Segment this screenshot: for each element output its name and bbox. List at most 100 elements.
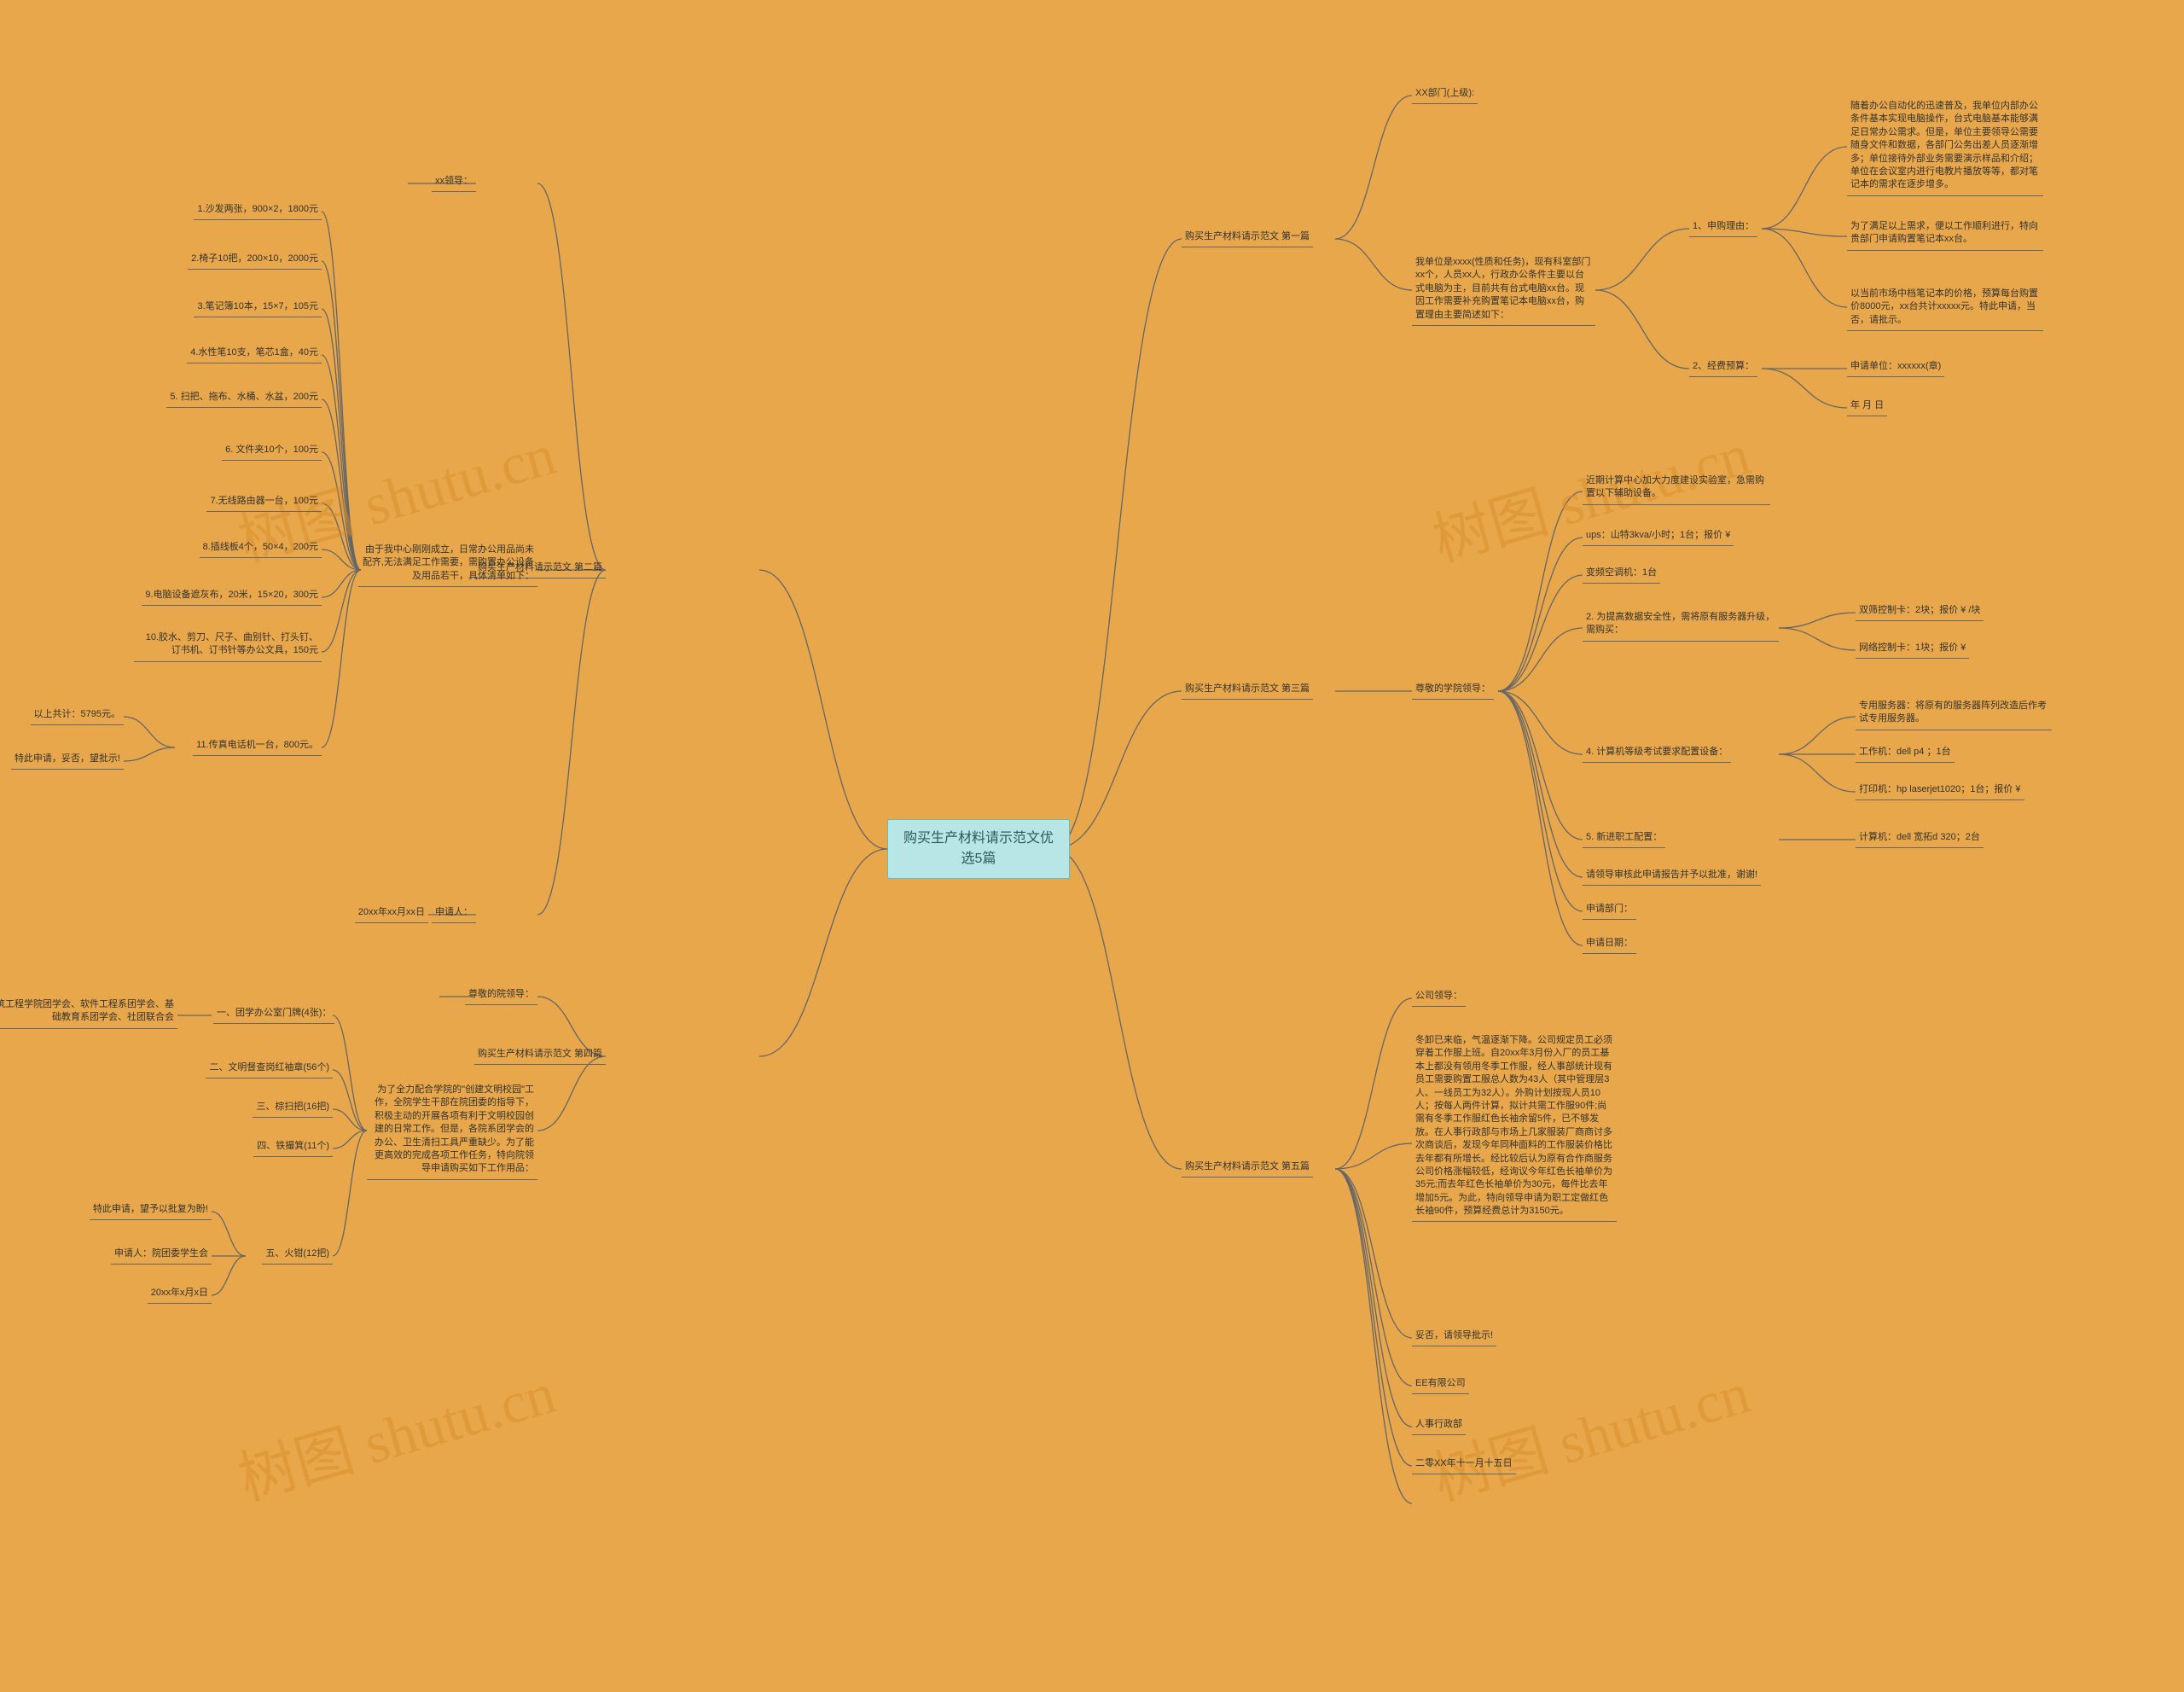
node-label: 5. 扫把、拖布、水桶、水盆，200元 — [166, 389, 322, 408]
node-h4: 4.水性笔10支，笔芯1盒，40元 — [160, 345, 322, 363]
node-a6: 5. 新进职工配置： — [1583, 829, 1676, 848]
edge — [322, 452, 361, 570]
node-label: 申请日期： — [1583, 935, 1636, 954]
node-label: 申请人： — [432, 904, 476, 923]
node-label: 2. 为提高数据安全性，需将原有服务器升级，需购买： — [1583, 609, 1779, 642]
node-b1: 双筛控制卡：2块；报价 ¥ /块 — [1856, 602, 2009, 621]
node-label: 20xx年x月x日 — [148, 1285, 212, 1304]
edge — [322, 503, 361, 570]
node-r2: 2、经费预算： — [1689, 358, 1762, 377]
node-a8: 申请部门： — [1583, 901, 1642, 920]
node-h7: 7.无线路由器一台，100元 — [177, 493, 322, 512]
node-label: 二零XX年十一月十五日 — [1412, 1456, 1516, 1474]
edge — [1779, 628, 1856, 650]
edge — [124, 717, 175, 747]
edge — [1335, 96, 1412, 239]
edge — [1335, 239, 1412, 290]
edge — [1054, 239, 1182, 849]
node-label: 打印机：hp laserjet1020；1台；报价 ¥ — [1856, 782, 2024, 800]
edge — [322, 212, 361, 570]
edge — [322, 570, 361, 597]
edge — [212, 1212, 246, 1256]
node-label: 双筛控制卡：2块；报价 ¥ /块 — [1856, 602, 1984, 621]
edge — [1498, 691, 1583, 877]
node-label: 网络控制卡：1块；报价 ¥ — [1856, 640, 1969, 659]
node-a5: 4. 计算机等级考试要求配置设备： — [1583, 744, 1753, 763]
node-e1: 购买生产材料请示范文 第一篇 — [1182, 229, 1335, 247]
edge — [1335, 1169, 1412, 1386]
edge — [322, 549, 361, 570]
node-c1: 专用服务器：将原有的服务器阵列改造后作考试专用服务器。 — [1856, 698, 2052, 730]
node-k1: 建筑工程学院团学会、软件工程系团学会、基础教育系团学会、社团联合会 — [0, 997, 177, 1029]
node-a2: ups：山特3kva/小时；1台；报价 ¥ — [1583, 527, 1753, 546]
node-h11: 11.传真电话机一台，800元。 — [177, 737, 322, 756]
node-body: 我单位是xxxx(性质和任务)，现有科室部门xx个，人员xx人，行政办公条件主要… — [1412, 254, 1595, 326]
edge — [333, 1070, 367, 1131]
node-label: 申请部门： — [1583, 901, 1636, 920]
node-f1: 公司领导： — [1412, 988, 1472, 1007]
node-label: 10.胶水、剪刀、尺子、曲别针、打头钉、订书机、订书针等办公文具，150元 — [134, 630, 322, 662]
node-label: 随着办公自动化的迅速普及，我单位内部办公条件基本实现电脑操作，台式电脑基本能够满… — [1847, 98, 2043, 196]
node-label: 购买生产材料请示范文 第一篇 — [1182, 229, 1313, 247]
edge — [1498, 491, 1583, 691]
edge — [537, 570, 606, 915]
node-label: 工作机：dell p4 ；1台 — [1856, 744, 1955, 763]
edge — [1762, 369, 1847, 408]
node-label: 二、文明督查岗红袖章(56个) — [206, 1060, 333, 1079]
edge — [1498, 691, 1583, 945]
node-h2: 2.椅子10把，200×10，2000元 — [160, 251, 322, 270]
node-h5: 5. 扫把、拖布、水桶、水盆，200元 — [142, 389, 322, 408]
node-k4: 20xx年x月x日 — [135, 1285, 212, 1304]
edge — [1335, 1169, 1412, 1427]
node-label: 尊敬的学院领导： — [1412, 681, 1494, 700]
edge — [1498, 691, 1583, 754]
node-c2: 工作机：dell p4 ；1台 — [1856, 744, 1984, 763]
node-label: 1.沙发两张，900×2，1800元 — [194, 201, 322, 220]
node-dept: XX部门(上级): — [1412, 85, 1489, 104]
node-h3: 3.笔记簿10本，15×7，105元 — [151, 299, 322, 317]
node-j3: 三、棕扫把(16把) — [239, 1099, 333, 1118]
node-label: 我单位是xxxx(性质和任务)，现有科室部门xx个，人员xx人，行政办公条件主要… — [1412, 254, 1595, 326]
node-label: 6. 文件夹10个，100元 — [222, 442, 322, 461]
edge — [1498, 691, 1583, 911]
node-i2: 为了全力配合学院的"创建文明校园"工作，全院学生干部在院团委的指导下，积极主动的… — [367, 1082, 537, 1180]
node-h10: 10.胶水、剪刀、尺子、曲别针、打头钉、订书机、订书针等办公文具，150元 — [134, 630, 322, 662]
watermark: 树图 shutu.cn — [227, 1346, 563, 1516]
edge — [1054, 691, 1182, 849]
node-label: xx领导： — [432, 173, 476, 192]
node-a7: 请领导审核此申请报告并予以批准，谢谢! — [1583, 867, 1779, 886]
edge — [1595, 229, 1689, 290]
node-label: 8.插线板4个，50×4，200元 — [200, 539, 322, 558]
node-label: 五、火钳(12把) — [262, 1246, 333, 1265]
edge — [1595, 290, 1689, 369]
node-j1: 一、团学办公室门牌(4张)： — [213, 1005, 333, 1024]
node-d1: 计算机：dell 宽拓d 320；2台 — [1856, 829, 2001, 848]
node-label: 购买生产材料请示范文 第五篇 — [1182, 1159, 1313, 1177]
node-unit: 申请单位：xxxxxx(章) — [1847, 358, 1958, 377]
node-c3: 打印机：hp laserjet1020；1台；报价 ¥ — [1856, 782, 2035, 800]
node-g2: 由于我中心刚刚成立，日常办公用品尚未配齐,无法满足工作需要，需购置办公设备及用品… — [358, 542, 537, 587]
edge — [1335, 1169, 1412, 1503]
edge — [1762, 229, 1847, 236]
node-app: 特此申请，妥否，望批示! — [4, 751, 124, 770]
edge — [333, 1131, 367, 1256]
edge — [1498, 628, 1583, 691]
node-label: 建筑工程学院团学会、软件工程系团学会、基础教育系团学会、社团联合会 — [0, 997, 177, 1029]
edge — [1779, 613, 1856, 628]
node-e5: 购买生产材料请示范文 第五篇 — [1182, 1159, 1335, 1177]
edge — [322, 570, 361, 747]
edge — [759, 570, 887, 849]
edge — [333, 1109, 367, 1131]
root-node: 购买生产材料请示范文优选5篇 — [887, 819, 1070, 879]
edge — [1779, 754, 1856, 792]
node-label: 7.无线路由器一台，100元 — [206, 493, 322, 512]
node-a9: 申请日期： — [1583, 935, 1642, 954]
edge — [322, 309, 361, 570]
node-h6: 6. 文件夹10个，100元 — [185, 442, 322, 461]
edge — [322, 570, 361, 652]
node-label: 一、团学办公室门牌(4张)： — [213, 1005, 334, 1024]
edge — [1498, 575, 1583, 691]
node-a1: 近期计算中心加大力度建设实验室，急需购置以下辅助设备。 — [1583, 473, 1770, 505]
node-date2: 20xx年xx月xx日 — [343, 904, 428, 923]
edge — [1498, 538, 1583, 691]
